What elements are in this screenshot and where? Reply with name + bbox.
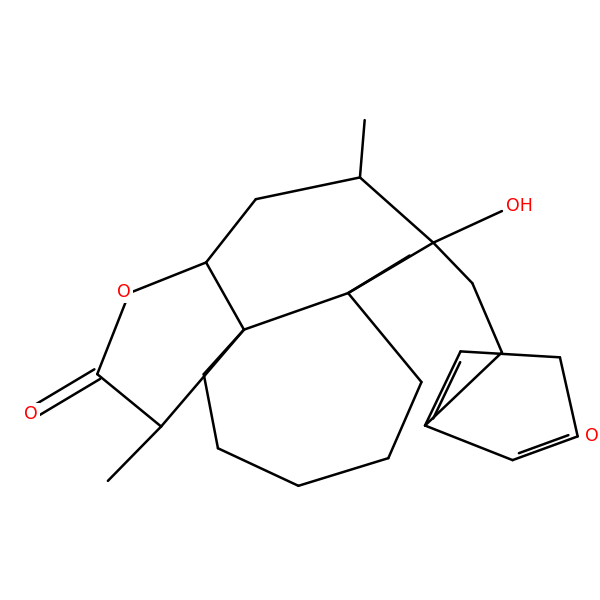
Text: O: O	[24, 404, 38, 422]
Text: O: O	[118, 283, 131, 301]
Text: OH: OH	[506, 197, 533, 215]
Text: O: O	[584, 427, 598, 445]
